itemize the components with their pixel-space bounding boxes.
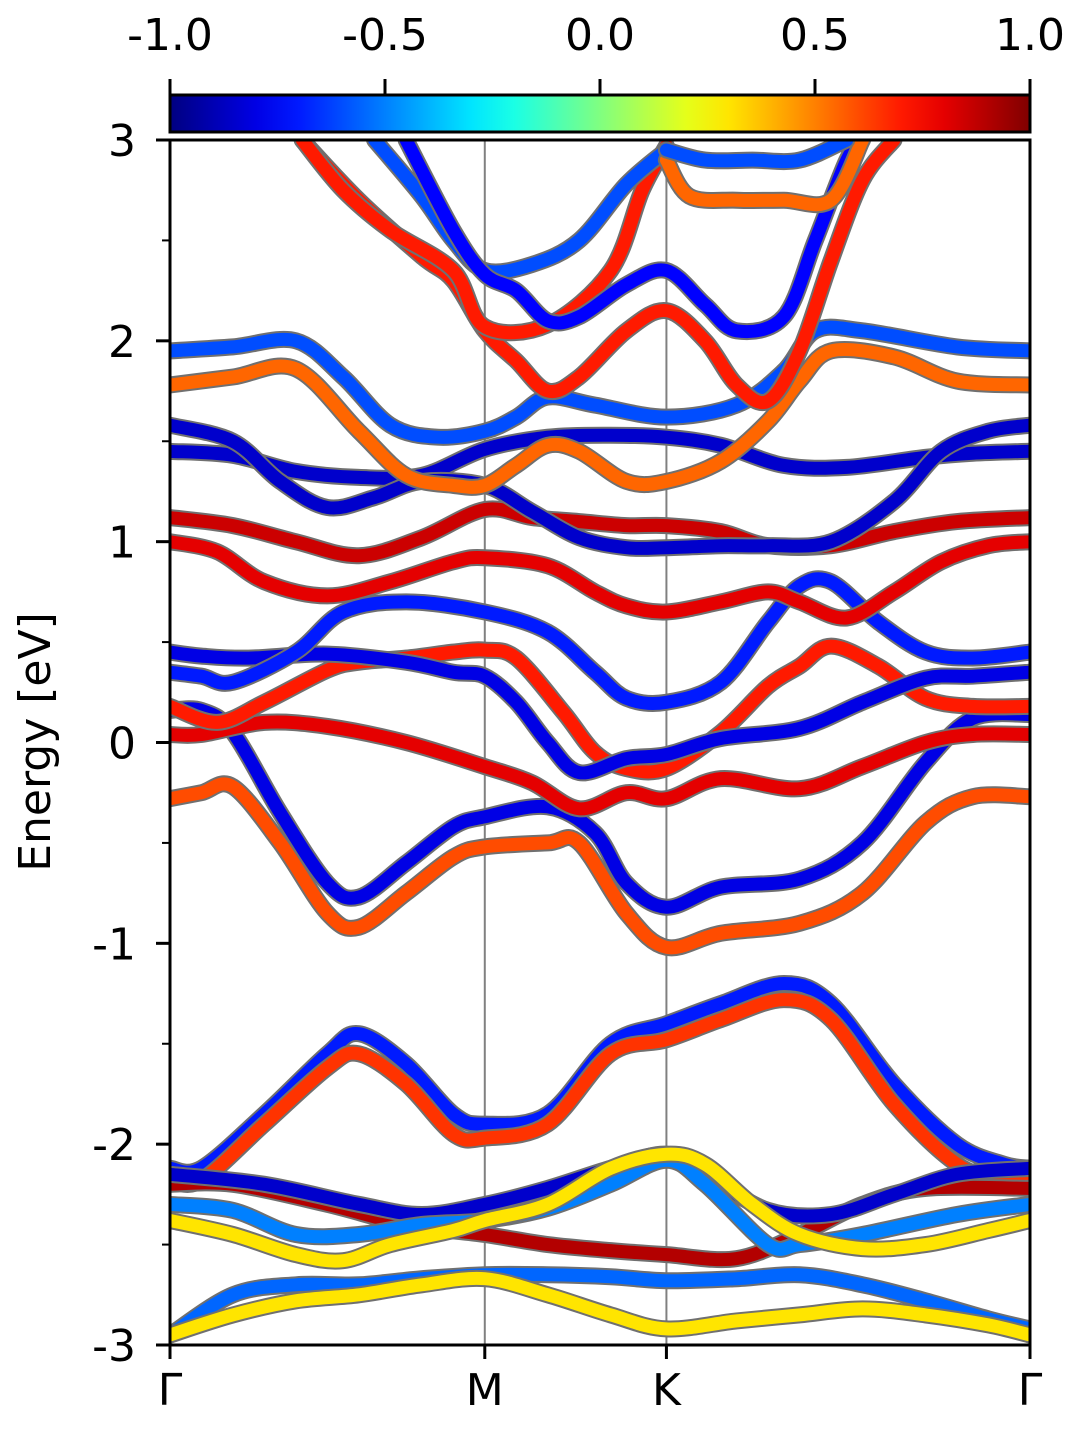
colorbar-tick-label: -1.0 [127,10,213,61]
band-line [170,342,1030,494]
y-axis-ticks: 3 2 1 0 -1 -2 -3 [92,116,170,1372]
band-line [170,1271,1030,1342]
bands [170,140,1030,1344]
colorbar-tick-label: 1.0 [995,10,1065,61]
band-line [399,140,869,339]
band-line [170,777,1030,955]
y-tick-label: 3 [108,116,136,167]
x-tick-label: K [652,1365,682,1416]
band-line [170,418,1030,556]
x-tick-label: M [466,1365,504,1416]
colorbar-gradient [168,93,1032,134]
y-axis-label: Energy [eV] [10,612,61,872]
band-line [170,1147,1030,1268]
band-line [170,1153,1030,1256]
colorbar: -1.0 -0.5 0.0 0.5 1.0 [127,10,1065,134]
x-tick-label: Γ [158,1365,183,1416]
colorbar-tick-label: -0.5 [342,10,428,61]
y-tick-label: 1 [108,518,136,569]
band-line [170,639,1030,779]
band-line [659,140,869,212]
band-line [170,702,1030,914]
band-line [170,572,1030,711]
x-tick-label: Γ [1018,1365,1043,1416]
colorbar-tick-label: 0.0 [565,10,635,61]
band-line [170,535,1030,625]
plot-area: 3 2 1 0 -1 -2 -3 Γ M K Γ [92,116,1043,1416]
colorbar-tick-label: 0.5 [780,10,850,61]
band-line [170,428,1030,485]
band-line [170,715,1030,816]
band-line [170,993,1030,1191]
band-line [295,140,673,340]
y-tick-label: 2 [108,317,136,368]
band-line [170,502,1030,563]
band-line [170,645,1030,780]
band-line [659,140,854,169]
colorbar-ticks: -1.0 -0.5 0.0 0.5 1.0 [127,10,1065,95]
y-tick-label: -2 [92,1120,136,1171]
y-tick-label: 0 [108,719,136,770]
band-line [368,140,673,279]
y-tick-label: -3 [92,1321,136,1372]
band-line [170,1267,1030,1342]
y-tick-label: -1 [92,919,136,970]
